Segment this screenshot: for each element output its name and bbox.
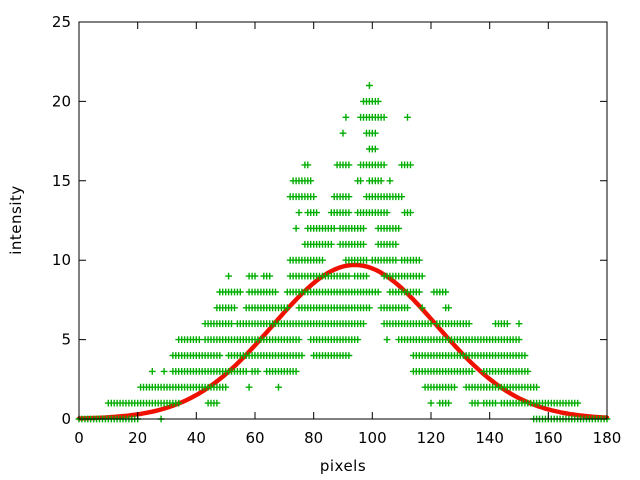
y-tick-label: 15 <box>52 172 71 190</box>
plot-border <box>78 21 608 420</box>
x-tick-label: 40 <box>187 429 206 447</box>
y-tick-label: 0 <box>61 410 71 428</box>
y-tick-label: 20 <box>52 92 71 110</box>
x-tick-label: 60 <box>245 429 264 447</box>
axis-ticks <box>78 21 608 420</box>
x-tick-label: 180 <box>593 429 622 447</box>
y-axis-title: intensity <box>7 185 25 255</box>
x-axis-title: pixels <box>319 457 367 475</box>
x-tick-label: 140 <box>475 429 504 447</box>
scatter-series <box>75 82 611 423</box>
x-tick-label: 80 <box>304 429 323 447</box>
x-tick-label: 100 <box>358 429 387 447</box>
y-tick-label: 10 <box>52 251 71 269</box>
x-tick-label: 160 <box>534 429 563 447</box>
x-tick-label: 20 <box>128 429 147 447</box>
y-tick-label: 5 <box>61 331 71 349</box>
x-tick-label: 0 <box>74 429 84 447</box>
fit-curve <box>76 262 610 421</box>
x-tick-label: 120 <box>417 429 446 447</box>
y-tick-label: 25 <box>52 13 71 31</box>
